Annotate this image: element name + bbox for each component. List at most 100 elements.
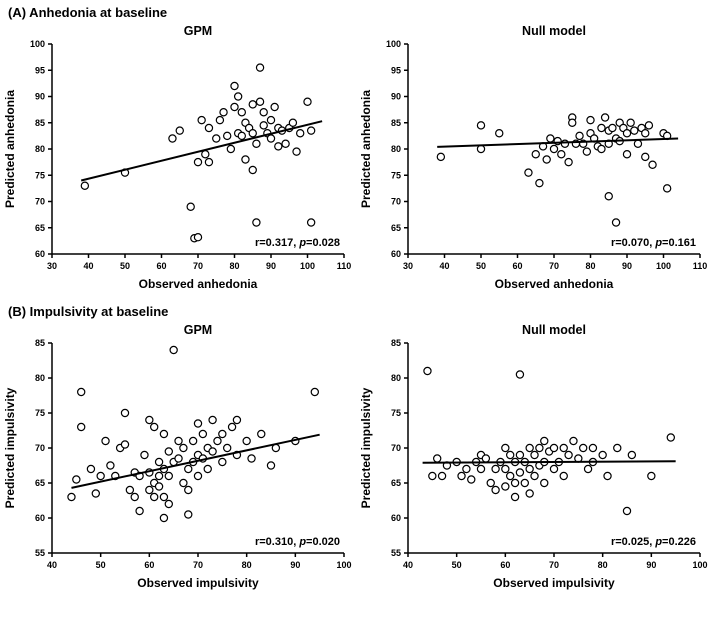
data-point [168,134,177,143]
data-point [259,108,268,117]
data-point [303,97,312,106]
data-points [80,63,316,243]
data-point [259,121,268,130]
data-point [476,121,486,130]
chart-svg: GPM 55 60 65 70 75 80 85 40 50 60 70 80 90 100 Observed… [3,323,352,590]
data-point [603,471,612,481]
data-point [233,92,243,101]
data-point [222,443,232,453]
svg-text:65: 65 [35,478,45,488]
data-point [600,113,610,122]
svg-text:60: 60 [144,560,154,570]
data-point [641,129,650,138]
svg-text:50: 50 [96,560,106,570]
data-point [292,147,301,156]
data-point [76,387,86,397]
data-point [648,160,657,169]
data-point [193,157,203,167]
data-point [76,422,86,432]
data-point [218,429,227,439]
data-point [540,478,549,488]
data-point [597,144,606,154]
svg-text:80: 80 [598,560,608,570]
data-point [530,471,539,481]
y-axis-ticks: 60 65 70 75 80 85 90 95 100 [30,39,52,259]
svg-text:90: 90 [646,560,656,570]
svg-text:80: 80 [242,560,252,570]
data-point [481,454,491,463]
data-point [501,464,510,474]
data-point [248,165,257,175]
svg-text:90: 90 [35,92,45,102]
svg-text:40: 40 [83,261,93,271]
data-point [423,366,432,376]
data-point [252,139,261,148]
svg-text:70: 70 [35,443,45,453]
chart-svg: GPM 60 65 70 75 80 85 90 95 100 30 40 50 60 70 80 90 100 1… [3,24,351,291]
stats-annotation: r=0.025, p=0.226 [611,536,696,548]
data-point [270,102,279,112]
data-point [222,131,232,141]
data-point [208,447,217,456]
svg-text:65: 65 [391,223,401,233]
y-axis-ticks: 55 60 65 70 75 80 85 [391,338,408,558]
data-point [644,121,654,130]
data-points [423,366,675,516]
panel-b-row: GPM 55 60 65 70 75 80 85 40 50 60 70 80 90 100 Observed… [2,321,718,601]
data-point [169,345,178,355]
data-point [622,150,632,159]
data-point [159,513,169,523]
data-point [569,436,578,446]
svg-text:100: 100 [300,261,315,271]
data-point [257,429,266,439]
data-point [247,454,256,463]
data-point [120,408,130,418]
figure: (A) Anhedonia at baseline GPM 60 65 70 75 80 8… [2,5,718,601]
data-point [106,461,115,470]
svg-text:70: 70 [549,560,559,570]
data-point [204,123,214,133]
data-point [201,150,210,159]
data-point [310,387,319,397]
data-point [524,168,533,177]
data-point [564,450,573,460]
x-axis-ticks: 30 40 50 60 70 80 90 100 110 [47,254,351,271]
y-axis-label: Predicted anhedonia [3,90,17,208]
svg-text:60: 60 [391,513,401,523]
chart-title: Null model [522,323,586,337]
data-point [559,443,568,453]
chart-title: GPM [184,24,212,38]
svg-text:85: 85 [35,338,45,348]
data-point [248,129,257,138]
section-a-label: (A) Anhedonia at baseline [8,5,168,20]
axes [51,44,344,255]
x-axis-ticks: 40 50 60 70 80 90 100 [403,553,708,570]
svg-text:60: 60 [35,249,45,259]
data-point [266,461,276,470]
svg-text:70: 70 [193,560,203,570]
data-point [486,478,495,488]
data-point [510,492,520,502]
section-b-label: (B) Impulsivity at baseline [8,304,169,319]
svg-text:90: 90 [266,261,276,271]
svg-text:110: 110 [693,261,708,271]
data-point [437,471,447,481]
data-point [125,485,135,495]
data-point [515,450,525,460]
data-point [476,144,486,154]
data-point [164,471,173,481]
data-point [208,415,217,425]
data-point [86,464,96,474]
data-point [193,419,203,428]
svg-text:90: 90 [391,92,401,102]
data-point [495,129,504,138]
data-point [241,155,250,164]
data-point [436,152,446,162]
data-point [535,178,544,188]
data-point [462,464,471,474]
data-point [531,150,540,159]
data-point [184,464,193,474]
data-point [154,457,164,467]
data-point [203,464,212,474]
data-point [540,436,549,446]
